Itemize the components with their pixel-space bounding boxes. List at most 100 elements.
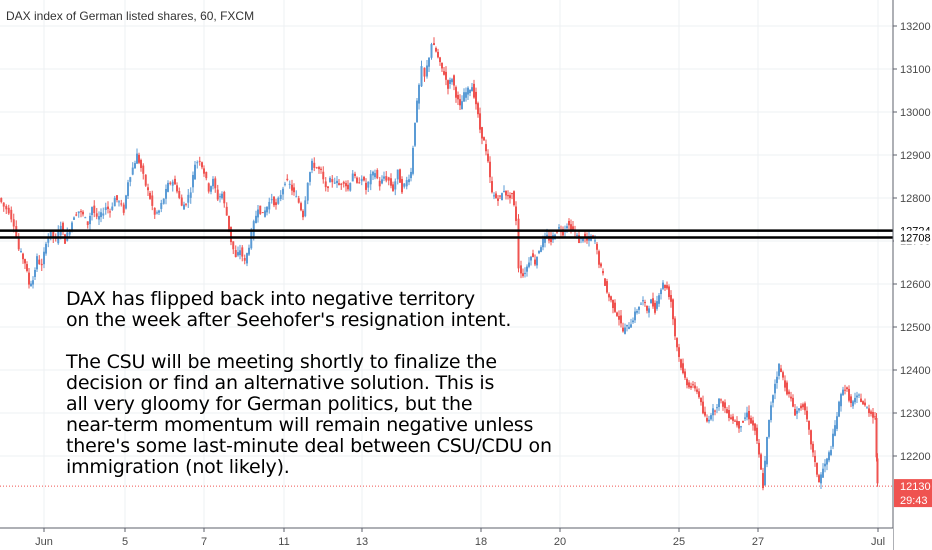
- candle-body: [489, 161, 491, 178]
- candle-body: [113, 197, 116, 207]
- candle-body: [394, 181, 397, 190]
- candle-body: [392, 184, 394, 191]
- candle-body: [62, 222, 64, 231]
- candle-body: [570, 224, 572, 232]
- candle-body: [742, 420, 744, 423]
- candle-body: [77, 211, 80, 214]
- candle-body: [750, 417, 752, 424]
- candle-body: [405, 180, 408, 187]
- candle-body: [658, 295, 660, 304]
- candle-body: [174, 178, 176, 185]
- candle-body: [668, 286, 670, 297]
- candle-body: [768, 419, 770, 437]
- candle-body: [862, 401, 864, 405]
- candle-body: [734, 420, 736, 422]
- candle-body: [416, 100, 418, 122]
- candle-body: [672, 299, 674, 320]
- y-tick-label: 12400: [900, 365, 931, 377]
- candle-body: [322, 171, 325, 180]
- candle-body: [678, 347, 680, 357]
- candle-body: [513, 191, 515, 206]
- candle-body: [342, 181, 345, 184]
- candle-body: [842, 389, 844, 395]
- time-axis[interactable]: Jun 5 7 11 13 18 20 25 27 Jul: [0, 527, 893, 550]
- candle-body: [408, 179, 410, 183]
- candle-body: [874, 416, 876, 418]
- candle-body: [0, 198, 3, 202]
- candle-body: [770, 405, 772, 421]
- candle-body: [558, 227, 560, 229]
- candle-body: [662, 282, 664, 289]
- candle-body: [71, 222, 73, 231]
- candle-body: [360, 178, 363, 182]
- candle-body: [64, 234, 66, 244]
- candle-body: [642, 300, 644, 302]
- candle-body: [347, 184, 349, 190]
- candle-body: [351, 173, 354, 182]
- horizontal-lines: [0, 229, 893, 487]
- candle-body: [387, 177, 390, 181]
- candle-body: [68, 230, 71, 235]
- candle-body: [467, 87, 469, 95]
- x-tick-label: 11: [278, 536, 289, 548]
- candle-body: [162, 198, 165, 204]
- candle-body: [748, 411, 750, 420]
- candle-body: [84, 217, 87, 219]
- candle-body: [530, 256, 532, 261]
- candle-body: [293, 187, 295, 193]
- candle-body: [716, 407, 718, 409]
- candle-body: [428, 57, 430, 67]
- candle-body: [284, 183, 286, 185]
- level-tag-bg: [894, 230, 932, 245]
- candle-body: [257, 209, 259, 218]
- candle-body: [189, 192, 192, 198]
- candle-body: [441, 62, 443, 69]
- candle-body: [706, 418, 708, 422]
- level-tag-label: 12708: [900, 233, 931, 245]
- candle-body: [780, 368, 782, 372]
- candle-body: [546, 234, 548, 238]
- candle-body: [252, 221, 255, 237]
- candle-body: [306, 182, 309, 201]
- candle-body: [356, 177, 358, 183]
- candle-body: [125, 195, 127, 209]
- y-tick-label: 13000: [900, 107, 931, 119]
- candle-body: [636, 310, 638, 313]
- candle-body: [153, 207, 156, 215]
- candle-body: [610, 296, 612, 301]
- candle-body: [738, 421, 740, 429]
- candle-body: [814, 455, 816, 463]
- candle-body: [275, 202, 277, 206]
- candle-body: [449, 79, 451, 84]
- candle-body: [270, 199, 273, 201]
- candle-body: [45, 243, 47, 254]
- candle-body: [412, 147, 414, 174]
- candle-body: [532, 253, 534, 257]
- candle-body: [354, 173, 356, 176]
- candle-body: [288, 183, 291, 185]
- candle-body: [26, 264, 28, 271]
- candle-body: [372, 171, 374, 176]
- candle-body: [331, 179, 334, 183]
- candle-body: [381, 179, 383, 184]
- candle-body: [403, 183, 406, 187]
- candle-body: [620, 315, 622, 324]
- candle-body: [503, 190, 505, 192]
- candle-body: [420, 66, 423, 87]
- x-tick-label: 27: [752, 536, 764, 548]
- price-axis[interactable]: 1220012300124001250012600127001280012900…: [892, 0, 932, 550]
- candle-body: [540, 247, 542, 252]
- candle-body: [300, 203, 302, 211]
- candle-body: [165, 189, 167, 199]
- candle-body: [2, 202, 5, 207]
- candle-body: [618, 315, 620, 320]
- candle-body: [568, 220, 570, 226]
- candle-body: [43, 251, 45, 265]
- candle-body: [158, 210, 160, 213]
- candle-body: [816, 462, 818, 475]
- candle-body: [800, 405, 802, 409]
- candle-body: [22, 253, 24, 260]
- candle-body: [766, 437, 768, 465]
- candle-body: [846, 387, 848, 390]
